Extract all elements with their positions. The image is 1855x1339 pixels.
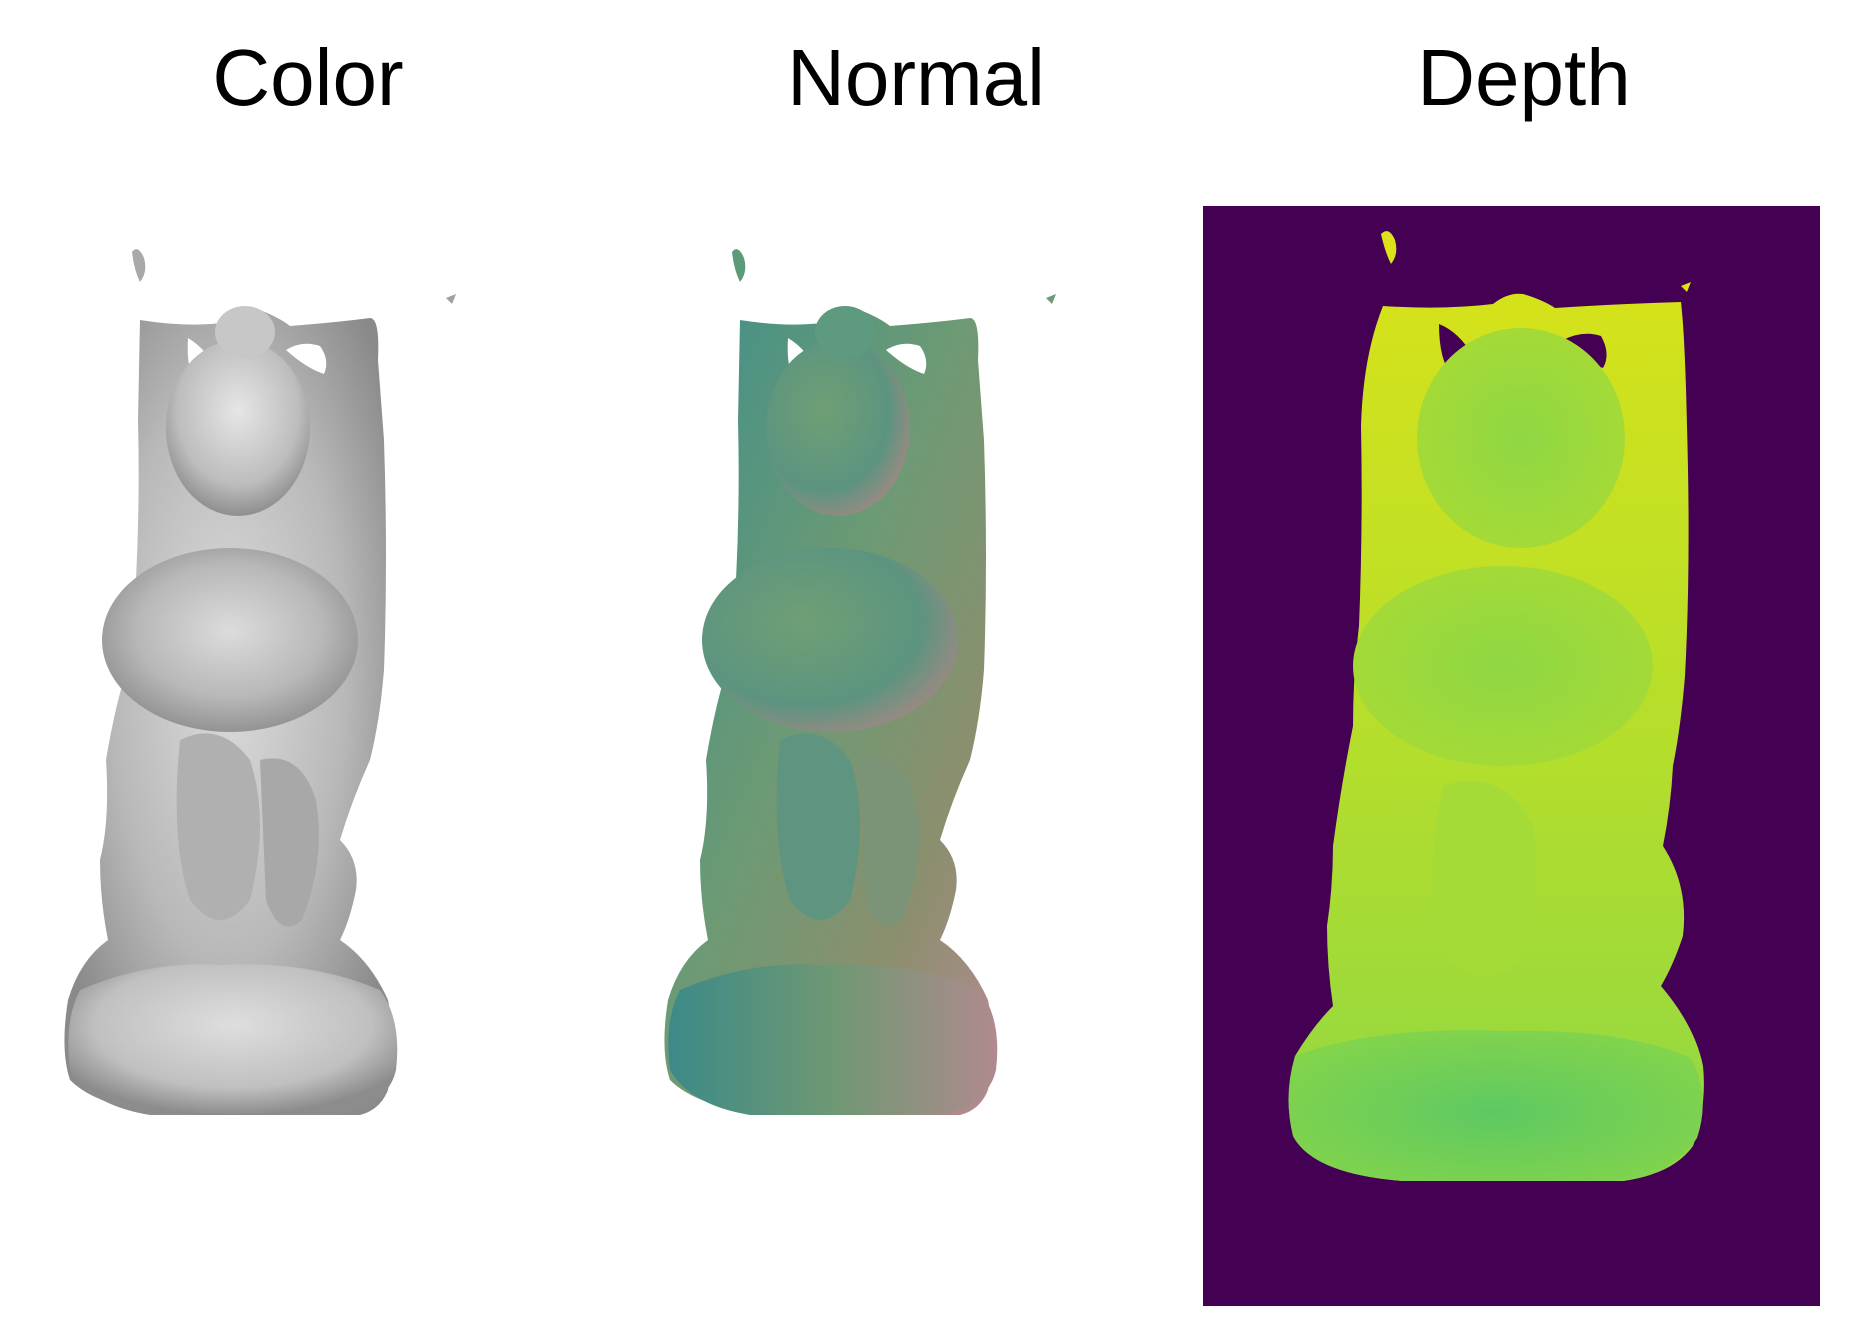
normal-render-panel <box>640 200 1100 1310</box>
title-color: Color <box>212 33 404 122</box>
title-depth: Depth <box>1417 33 1631 122</box>
color-render-panel <box>40 200 500 1310</box>
color-render-image <box>64 249 456 1115</box>
depth-render-image <box>1203 206 1820 1306</box>
title-normal: Normal <box>787 33 1045 122</box>
depth-render-panel <box>1203 206 1820 1306</box>
normal-render-image <box>664 249 1056 1115</box>
